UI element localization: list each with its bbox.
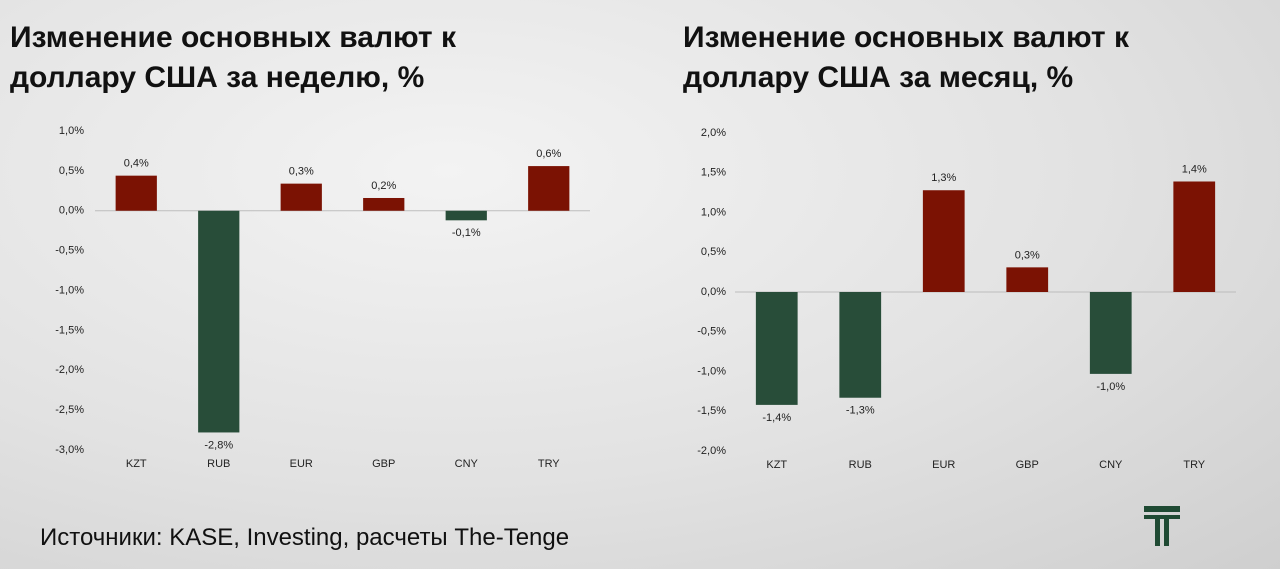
bar xyxy=(922,190,965,292)
value-label: 0,2% xyxy=(371,180,396,192)
bar xyxy=(1006,267,1049,292)
y-tick-label: 2,0% xyxy=(701,127,726,139)
x-tick-label: KZT xyxy=(126,458,147,470)
bar xyxy=(755,292,798,405)
value-label: -0,1% xyxy=(452,227,481,239)
bar xyxy=(363,197,405,211)
value-label: -1,4% xyxy=(762,412,791,424)
y-tick-label: -0,5% xyxy=(55,245,84,257)
y-tick-label: 0,5% xyxy=(59,165,84,177)
value-label: 0,3% xyxy=(289,166,314,178)
y-tick-label: -1,5% xyxy=(697,405,726,417)
y-tick-label: -3,0% xyxy=(55,444,84,456)
bar xyxy=(198,210,240,433)
y-tick-label: -2,0% xyxy=(697,445,726,457)
bar xyxy=(1173,181,1216,292)
value-label: -1,3% xyxy=(846,405,875,417)
y-tick-label: 1,5% xyxy=(701,167,726,179)
x-tick-label: GBP xyxy=(372,458,395,470)
x-tick-label: GBP xyxy=(1016,459,1039,471)
bar xyxy=(528,166,570,211)
y-tick-label: 0,0% xyxy=(701,286,726,298)
value-label: 0,3% xyxy=(1015,249,1040,261)
x-tick-label: RUB xyxy=(207,458,230,470)
bar xyxy=(115,175,157,211)
x-tick-label: CNY xyxy=(455,458,479,470)
source-note: Источники: KASE, Investing, расчеты The-… xyxy=(40,524,570,551)
chart-title: Изменение основных валют к доллару США з… xyxy=(10,21,456,94)
x-tick-label: EUR xyxy=(290,458,313,470)
value-label: 0,6% xyxy=(536,148,561,160)
value-label: -1,0% xyxy=(1096,381,1125,393)
bar xyxy=(445,210,487,221)
x-tick-label: TRY xyxy=(1183,459,1205,471)
value-label: 1,3% xyxy=(931,172,956,184)
bar xyxy=(839,292,882,398)
value-label: -2,8% xyxy=(204,439,233,451)
bar xyxy=(280,183,322,211)
y-tick-label: -1,0% xyxy=(55,284,84,296)
y-tick-label: -2,5% xyxy=(55,404,84,416)
y-tick-label: 0,5% xyxy=(701,246,726,258)
x-tick-label: CNY xyxy=(1099,459,1123,471)
x-tick-label: TRY xyxy=(538,458,560,470)
y-tick-label: -0,5% xyxy=(697,326,726,338)
logo xyxy=(1144,506,1180,546)
y-tick-label: 1,0% xyxy=(701,206,726,218)
y-tick-label: -1,5% xyxy=(55,324,84,336)
x-tick-label: KZT xyxy=(766,459,787,471)
chart-title: Изменение основных валют к доллару США з… xyxy=(683,21,1129,94)
value-label: 1,4% xyxy=(1182,163,1207,175)
y-tick-label: 1,0% xyxy=(59,125,84,137)
x-tick-label: EUR xyxy=(932,459,955,471)
y-tick-label: -1,0% xyxy=(697,365,726,377)
x-tick-label: RUB xyxy=(849,459,872,471)
y-tick-label: 0,0% xyxy=(59,205,84,217)
y-tick-label: -2,0% xyxy=(55,364,84,376)
value-label: 0,4% xyxy=(124,158,149,170)
bar xyxy=(1089,292,1132,374)
